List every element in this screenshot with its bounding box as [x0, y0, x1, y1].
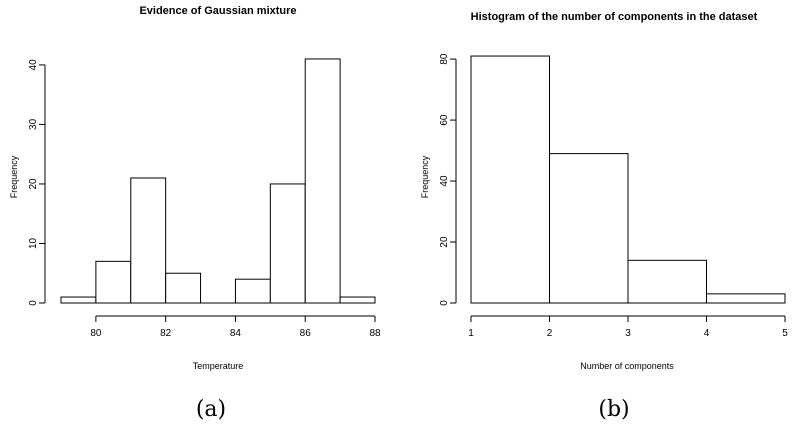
x-tick-label: 2 [547, 328, 553, 339]
y-tick-label: 80 [439, 53, 450, 65]
y-axis-label: Frequency [9, 155, 19, 198]
y-axis: 0 20 40 60 80 [439, 53, 457, 306]
histogram-bar [60, 296, 97, 304]
x-axis-label: Temperature [193, 361, 244, 371]
histogram-bar [627, 259, 707, 304]
y-tick-label: 30 [28, 118, 39, 130]
y-tick-label: 60 [439, 114, 450, 126]
y-tick-label: 10 [28, 237, 39, 249]
panel-caption: (a) [196, 397, 226, 422]
histogram-components-panel: Histogram of the number of components in… [420, 11, 788, 422]
y-tick-label: 20 [28, 178, 39, 190]
x-tick-label: 1 [468, 328, 474, 339]
x-tick-label: 88 [369, 328, 381, 339]
y-axis: 0 10 20 30 40 [28, 59, 46, 306]
y-tick-label: 40 [28, 59, 39, 71]
chart-title: Evidence of Gaussian mixture [139, 5, 296, 17]
x-tick-label: 86 [300, 328, 312, 339]
y-tick-label: 0 [439, 300, 450, 306]
histogram-bar [304, 58, 341, 304]
y-tick-label: 20 [439, 236, 450, 248]
histogram-bar [165, 272, 202, 304]
histogram-bars [470, 55, 786, 304]
x-tick-label: 4 [704, 328, 710, 339]
x-tick-label: 84 [230, 328, 242, 339]
histogram-bar [130, 177, 167, 304]
histogram-bar [95, 260, 132, 304]
x-axis: 80 82 84 86 88 [90, 315, 381, 339]
y-tick-label: 40 [439, 175, 450, 187]
histogram-bar [269, 183, 306, 304]
x-tick-label: 82 [160, 328, 172, 339]
x-tick-label: 3 [625, 328, 631, 339]
chart-title: Histogram of the number of components in… [471, 11, 758, 23]
x-tick-label: 5 [782, 328, 788, 339]
histogram-bar [706, 293, 786, 304]
x-axis-label: Number of components [580, 361, 674, 371]
histogram-bar [549, 153, 629, 304]
x-axis: 1 2 3 4 5 [468, 315, 788, 339]
histogram-bar [339, 296, 376, 304]
y-axis-label: Frequency [420, 155, 430, 198]
histogram-temperature-panel: Evidence of Gaussian mixture Frequency T… [9, 5, 381, 422]
y-tick-label: 0 [28, 300, 39, 306]
histogram-bar [234, 278, 271, 304]
panel-caption: (b) [598, 397, 629, 422]
histogram-bar [470, 55, 550, 304]
histogram-bars [60, 58, 376, 304]
x-tick-label: 80 [90, 328, 102, 339]
